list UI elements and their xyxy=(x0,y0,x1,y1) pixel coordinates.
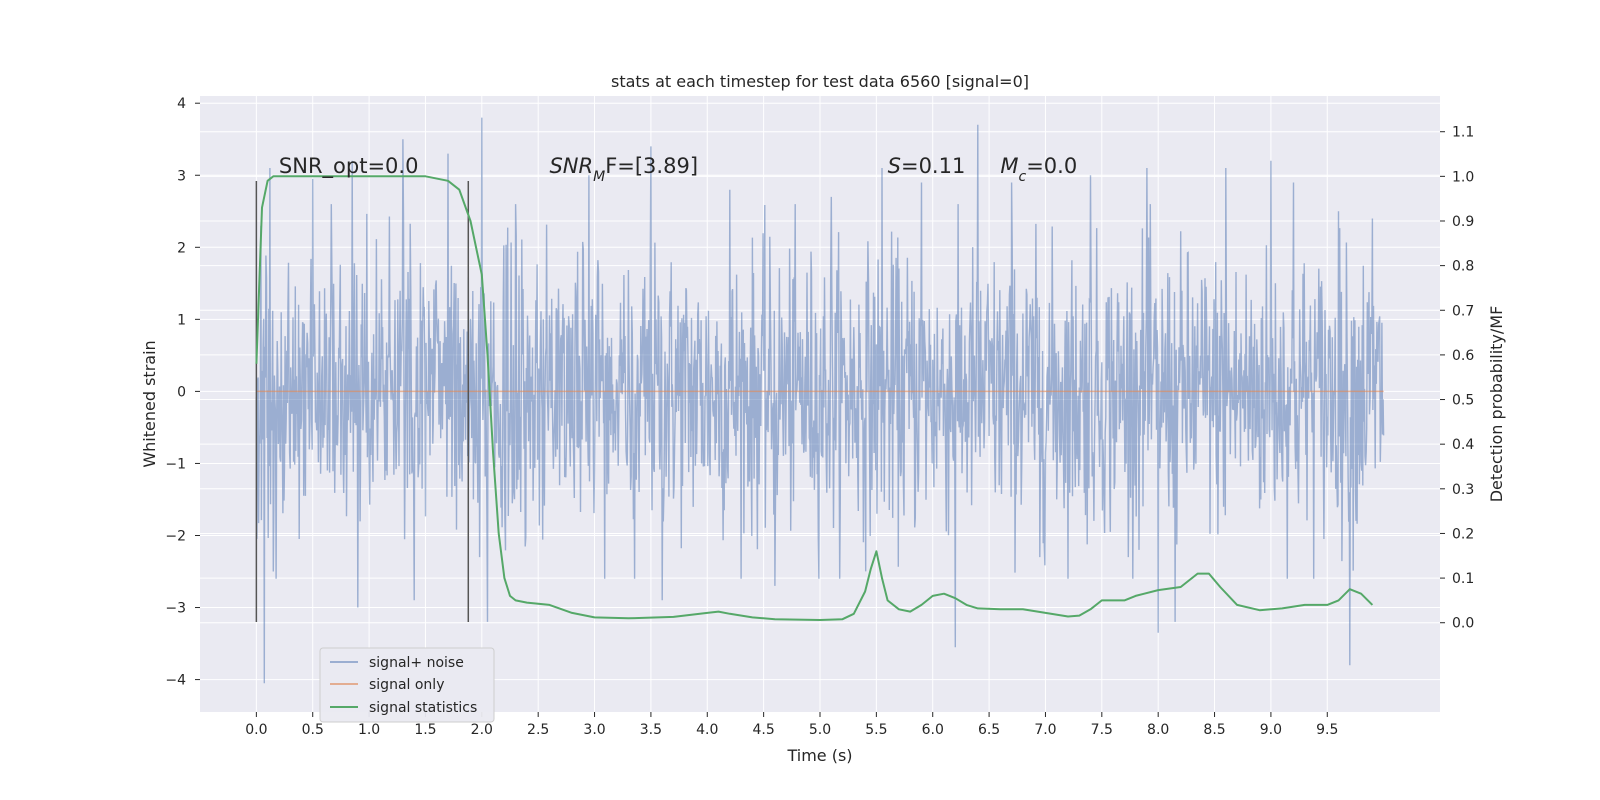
y-axis-label: Whitened strain xyxy=(140,340,159,467)
signal-statistics-line xyxy=(255,175,1374,621)
legend: signal+ noise signal only signal statist… xyxy=(319,647,495,723)
y-tick-label-3: −1 xyxy=(165,456,186,472)
y2-tick-label-10: 1.0 xyxy=(1452,169,1474,185)
y2-tick-label-5: 0.5 xyxy=(1452,393,1474,409)
signal-noise-line xyxy=(255,117,1385,684)
y2-tick-label-8: 0.8 xyxy=(1452,259,1474,275)
x-axis-label: Time (s) xyxy=(786,746,852,765)
x-tick-label-14: 7.0 xyxy=(1034,722,1056,738)
y2-tick-label-6: 0.6 xyxy=(1452,348,1474,364)
x-axis-ticks: 0.0 0.5 1.0 1.5 2.0 2.5 3.0 3.5 4.0 4.5 5.0 5.5 6.0 6… xyxy=(245,712,1338,738)
y2-axis-ticks: 0.0 0.1 0.2 0.3 0.4 0.5 0.6 0.7 0.8 0.9 1.0 1.1 xyxy=(1440,125,1474,632)
y2-tick-label-3: 0.3 xyxy=(1452,482,1474,498)
legend-label-signal-statistics: signal statistics xyxy=(369,700,477,716)
y2-tick-label-0: 0.0 xyxy=(1452,616,1474,632)
y-tick-label-5: 1 xyxy=(177,312,186,328)
signal-statistics-series xyxy=(255,175,1374,621)
legend-label-signal-only: signal only xyxy=(369,677,444,693)
y2-tick-label-11: 1.1 xyxy=(1452,125,1474,141)
x-tick-label-17: 8.5 xyxy=(1203,722,1225,738)
x-tick-label-6: 3.0 xyxy=(583,722,605,738)
x-tick-label-16: 8.0 xyxy=(1147,722,1169,738)
x-tick-label-3: 1.5 xyxy=(414,722,436,738)
y2-tick-label-4: 0.4 xyxy=(1452,437,1474,453)
annotation-2: S=0.11 xyxy=(888,154,966,178)
y2-tick-label-9: 0.9 xyxy=(1452,214,1474,230)
x-tick-label-5: 2.5 xyxy=(527,722,549,738)
x-tick-label-11: 5.5 xyxy=(865,722,887,738)
y-tick-label-4: 0 xyxy=(177,384,186,400)
x-tick-label-19: 9.5 xyxy=(1316,722,1338,738)
annotation-0: SNR_opt=0.0 xyxy=(279,154,419,179)
y-tick-label-7: 3 xyxy=(177,168,186,184)
y-tick-label-0: −4 xyxy=(165,673,186,689)
y2-axis-label: Detection probability/MF xyxy=(1487,306,1506,503)
x-tick-label-13: 6.5 xyxy=(978,722,1000,738)
y2-tick-label-1: 0.1 xyxy=(1452,571,1474,587)
marker-lines xyxy=(255,181,470,622)
y-axis-ticks: −4 −3 −2 −1 0 1 2 3 4 xyxy=(165,96,200,689)
annotations: SNR_opt=0.0 SNRMF=[3.89] S=0.11 Mc=0.0 xyxy=(279,154,1077,185)
y-tick-label-2: −2 xyxy=(165,528,186,544)
x-tick-label-4: 2.0 xyxy=(471,722,493,738)
x-tick-label-18: 9.0 xyxy=(1260,722,1282,738)
x-tick-label-7: 3.5 xyxy=(640,722,662,738)
x-tick-label-8: 4.0 xyxy=(696,722,718,738)
x-tick-label-2: 1.0 xyxy=(358,722,380,738)
x-tick-label-10: 5.0 xyxy=(809,722,831,738)
legend-label-signal-noise: signal+ noise xyxy=(369,655,464,671)
signal-noise-series xyxy=(255,117,1385,684)
chart-title: stats at each timestep for test data 656… xyxy=(611,72,1029,91)
y-tick-label-6: 2 xyxy=(177,240,186,256)
x-tick-label-0: 0.0 xyxy=(245,722,267,738)
y2-tick-label-7: 0.7 xyxy=(1452,303,1474,319)
x-tick-label-15: 7.5 xyxy=(1091,722,1113,738)
annotation-1: SNRMF=[3.89] xyxy=(549,154,698,185)
y2-tick-label-2: 0.2 xyxy=(1452,526,1474,542)
x-tick-label-1: 0.5 xyxy=(302,722,324,738)
x-tick-label-9: 4.5 xyxy=(753,722,775,738)
x-tick-label-12: 6.0 xyxy=(922,722,944,738)
annotation-3: Mc=0.0 xyxy=(1000,154,1077,185)
y-tick-label-1: −3 xyxy=(165,601,186,617)
y-tick-label-8: 4 xyxy=(177,96,186,112)
legend-box xyxy=(319,647,495,723)
